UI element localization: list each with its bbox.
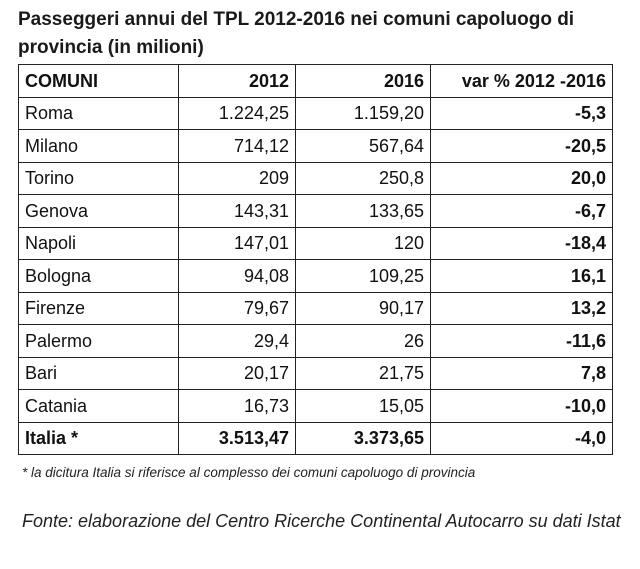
- cell-var: -5,3: [430, 96, 613, 130]
- cell-2012: 20,17: [178, 356, 296, 390]
- cell-comune: Bologna: [18, 259, 179, 293]
- cell-comune: Genova: [18, 194, 179, 228]
- table-row: Roma 1.224,25 1.159,20 -5,3: [18, 96, 613, 130]
- total-label: Italia *: [18, 421, 179, 455]
- table-title: Passeggeri annui del TPL 2012-2016 nei c…: [18, 9, 575, 58]
- cell-2016: 15,05: [295, 389, 431, 423]
- cell-comune: Roma: [18, 96, 179, 130]
- table-row: Firenze 79,67 90,17 13,2: [18, 291, 613, 325]
- passengers-table: COMUNI 2012 2016 var % 2012 -2016 Roma 1…: [18, 64, 613, 455]
- header-2012: 2012: [178, 64, 296, 98]
- cell-var: -18,4: [430, 226, 613, 260]
- table-row: Catania 16,73 15,05 -10,0: [18, 389, 613, 423]
- cell-2016: 120: [295, 226, 431, 260]
- cell-comune: Bari: [18, 356, 179, 390]
- cell-var: -11,6: [430, 324, 613, 358]
- table-row: Palermo 29,4 26 -11,6: [18, 324, 613, 358]
- total-2016: 3.373,65: [295, 421, 431, 455]
- table-row: Milano 714,12 567,64 -20,5: [18, 129, 613, 163]
- cell-2012: 147,01: [178, 226, 296, 260]
- cell-comune: Palermo: [18, 324, 179, 358]
- header-var: var % 2012 -2016: [430, 64, 613, 98]
- cell-2016: 109,25: [295, 259, 431, 293]
- cell-2016: 133,65: [295, 194, 431, 228]
- cell-var: 13,2: [430, 291, 613, 325]
- cell-2012: 209: [178, 161, 296, 195]
- cell-var: -6,7: [430, 194, 613, 228]
- cell-var: -20,5: [430, 129, 613, 163]
- total-row: Italia * 3.513,47 3.373,65 -4,0: [18, 421, 613, 455]
- cell-comune: Torino: [18, 161, 179, 195]
- header-2016: 2016: [295, 64, 431, 98]
- table-row: Bologna 94,08 109,25 16,1: [18, 259, 613, 293]
- cell-2016: 250,8: [295, 161, 431, 195]
- footnote: * la dicitura Italia si riferisce al com…: [22, 465, 476, 480]
- cell-2016: 567,64: [295, 129, 431, 163]
- cell-comune: Napoli: [18, 226, 179, 260]
- table-row: Torino 209 250,8 20,0: [18, 161, 613, 195]
- source-note: Fonte: elaborazione del Centro Ricerche …: [22, 511, 621, 531]
- table-row: Napoli 147,01 120 -18,4: [18, 226, 613, 260]
- table-row: Genova 143,31 133,65 -6,7: [18, 194, 613, 228]
- cell-2012: 29,4: [178, 324, 296, 358]
- cell-2012: 714,12: [178, 129, 296, 163]
- total-var: -4,0: [430, 421, 613, 455]
- cell-var: -10,0: [430, 389, 613, 423]
- cell-2012: 1.224,25: [178, 96, 296, 130]
- cell-2016: 21,75: [295, 356, 431, 390]
- header-comuni: COMUNI: [18, 64, 179, 98]
- cell-var: 16,1: [430, 259, 613, 293]
- cell-var: 20,0: [430, 161, 613, 195]
- cell-2016: 26: [295, 324, 431, 358]
- header-row: COMUNI 2012 2016 var % 2012 -2016: [18, 64, 613, 98]
- cell-2012: 94,08: [178, 259, 296, 293]
- table-row: Bari 20,17 21,75 7,8: [18, 356, 613, 390]
- total-2012: 3.513,47: [178, 421, 296, 455]
- cell-comune: Firenze: [18, 291, 179, 325]
- cell-var: 7,8: [430, 356, 613, 390]
- cell-2012: 16,73: [178, 389, 296, 423]
- cell-2012: 143,31: [178, 194, 296, 228]
- cell-2012: 79,67: [178, 291, 296, 325]
- cell-comune: Milano: [18, 129, 179, 163]
- cell-comune: Catania: [18, 389, 179, 423]
- cell-2016: 1.159,20: [295, 96, 431, 130]
- cell-2016: 90,17: [295, 291, 431, 325]
